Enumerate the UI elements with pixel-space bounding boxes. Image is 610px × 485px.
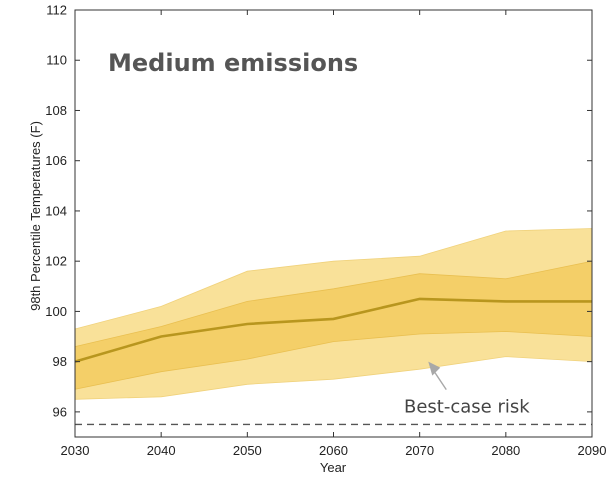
chart-title: Medium emissions [108, 49, 358, 77]
bands-layer [74, 228, 593, 400]
x-tick-label: 2090 [578, 443, 607, 458]
x-axis-title: Year [320, 460, 347, 475]
x-tick-label: 2040 [147, 443, 176, 458]
annotation-layer: Best-case risk [404, 361, 530, 417]
axes-layer: 96 98 100 102 104 106 108 110 112 2030 2040 2050 206… [45, 3, 606, 459]
x-tick-label: 2080 [491, 443, 520, 458]
x-tick-label: 2060 [319, 443, 348, 458]
y-tick-label: 112 [46, 3, 67, 18]
annotation-text: Best-case risk [404, 396, 530, 417]
x-tick-label: 2030 [61, 443, 90, 458]
y-tick-label: 102 [45, 254, 67, 269]
y-axis-title: 98th Percentile Temperatures (F) [28, 121, 43, 311]
y-tick-label: 108 [45, 103, 67, 118]
median-line [74, 297, 592, 363]
y-tick-label: 96 [53, 404, 67, 419]
y-tick-label: 100 [45, 304, 67, 319]
annotation-arrowhead [428, 361, 441, 376]
y-tick-label: 98 [53, 354, 67, 369]
annotation-arrow-shaft [433, 371, 447, 391]
x-tick-label: 2070 [405, 443, 434, 458]
y-tick-label: 104 [45, 203, 67, 218]
x-tick-label: 2050 [233, 443, 262, 458]
lines-layer [74, 297, 592, 426]
y-tick-label: 110 [46, 53, 67, 68]
y-tick-label: 106 [45, 153, 67, 168]
